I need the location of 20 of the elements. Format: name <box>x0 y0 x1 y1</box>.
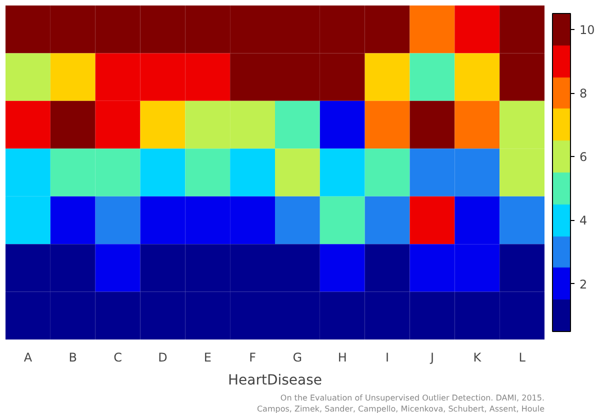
x-tick-label: G <box>292 350 302 364</box>
color-bar-label: 8 <box>580 86 588 100</box>
color-bar-label: 6 <box>580 150 588 164</box>
x-tick-label: I <box>386 350 390 364</box>
x-axis-title: HeartDisease <box>228 372 322 388</box>
color-bar-label: 10 <box>580 22 595 37</box>
color-bar-label: 2 <box>580 277 588 292</box>
text: On the Evaluation of Unsupervised Outlier Detection. DAMI, 2015. <box>280 394 545 402</box>
x-tick-label: L <box>518 350 526 364</box>
x-tick-label: F <box>249 350 256 364</box>
x-tick-label: H <box>338 350 347 364</box>
x-tick-label: K <box>473 350 482 364</box>
x-tick-label: J <box>429 350 434 364</box>
x-tick-label: C <box>114 350 122 364</box>
x-tick-label: D <box>158 350 168 364</box>
x-tick-label: A <box>24 350 33 364</box>
text: Campos, Zimek, Sander, Campello, Micenkova, Schubert, Assent, Houle <box>256 404 545 413</box>
color-bar-label: 4 <box>580 214 588 228</box>
x-tick-label: B <box>68 350 77 364</box>
x-tick-label: E <box>204 350 212 364</box>
